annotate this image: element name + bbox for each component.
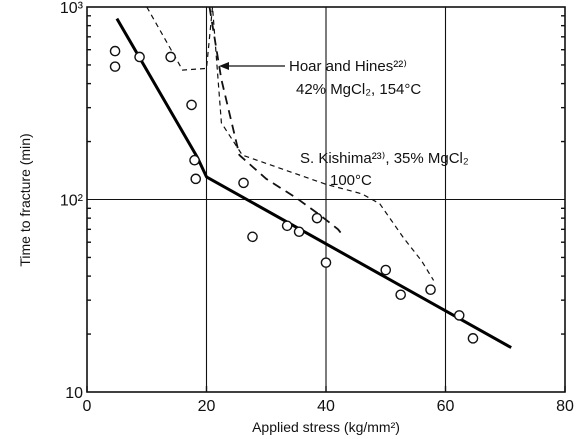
annotation-line-2: 42% MgCl₂, 154°C xyxy=(296,81,421,98)
data-point xyxy=(186,99,197,111)
arrow-head-icon xyxy=(219,62,229,70)
annotation-hoar-hines: Hoar and Hines²²⁾ 42% MgCl₂, 154°C xyxy=(219,58,421,98)
x-tick-label: 40 xyxy=(317,398,335,415)
grid-lines xyxy=(87,7,565,392)
data-point xyxy=(165,51,176,63)
data-points xyxy=(109,45,479,344)
annotation-line-2: 100°C xyxy=(330,172,372,189)
data-point xyxy=(109,61,121,72)
y-tick-label: 10 xyxy=(65,385,83,402)
x-tick-label: 60 xyxy=(437,398,455,415)
data-point xyxy=(425,284,436,295)
x-tick-label: 80 xyxy=(556,398,574,415)
data-point xyxy=(134,51,145,63)
data-point xyxy=(453,310,465,321)
y-tick-label: 10³ xyxy=(60,0,84,17)
data-point xyxy=(190,173,202,185)
annotation-line-1: S. Kishima²³⁾, 35% MgCl₂ xyxy=(300,150,469,167)
data-point xyxy=(311,212,323,224)
y-axis-label: Time to fracture (min) xyxy=(17,133,33,266)
annotation-line-1: Hoar and Hines²²⁾ xyxy=(289,58,407,75)
data-point xyxy=(189,154,200,166)
fit-line xyxy=(115,17,512,349)
data-point xyxy=(109,45,121,57)
data-point xyxy=(467,333,479,344)
x-tick-label: 0 xyxy=(83,398,92,415)
annotation-kishima: S. Kishima²³⁾, 35% MgCl₂ 100°C xyxy=(300,150,469,189)
y-tick-label: 10² xyxy=(60,193,84,210)
kishima-curve xyxy=(146,6,435,281)
x-axis-label: Applied stress (kg/mm²) xyxy=(252,419,400,435)
axis-ticks: 0 20 40 60 80 10 10² 10³ xyxy=(60,0,574,415)
data-point xyxy=(395,289,406,301)
data-point xyxy=(281,220,293,232)
data-point xyxy=(293,226,305,238)
x-tick-label: 20 xyxy=(198,398,216,415)
data-point xyxy=(320,257,332,268)
data-point xyxy=(380,264,392,276)
data-point xyxy=(247,231,258,243)
hoar-hines-curve xyxy=(208,6,345,238)
data-point xyxy=(238,177,249,189)
series-layer xyxy=(115,6,512,349)
